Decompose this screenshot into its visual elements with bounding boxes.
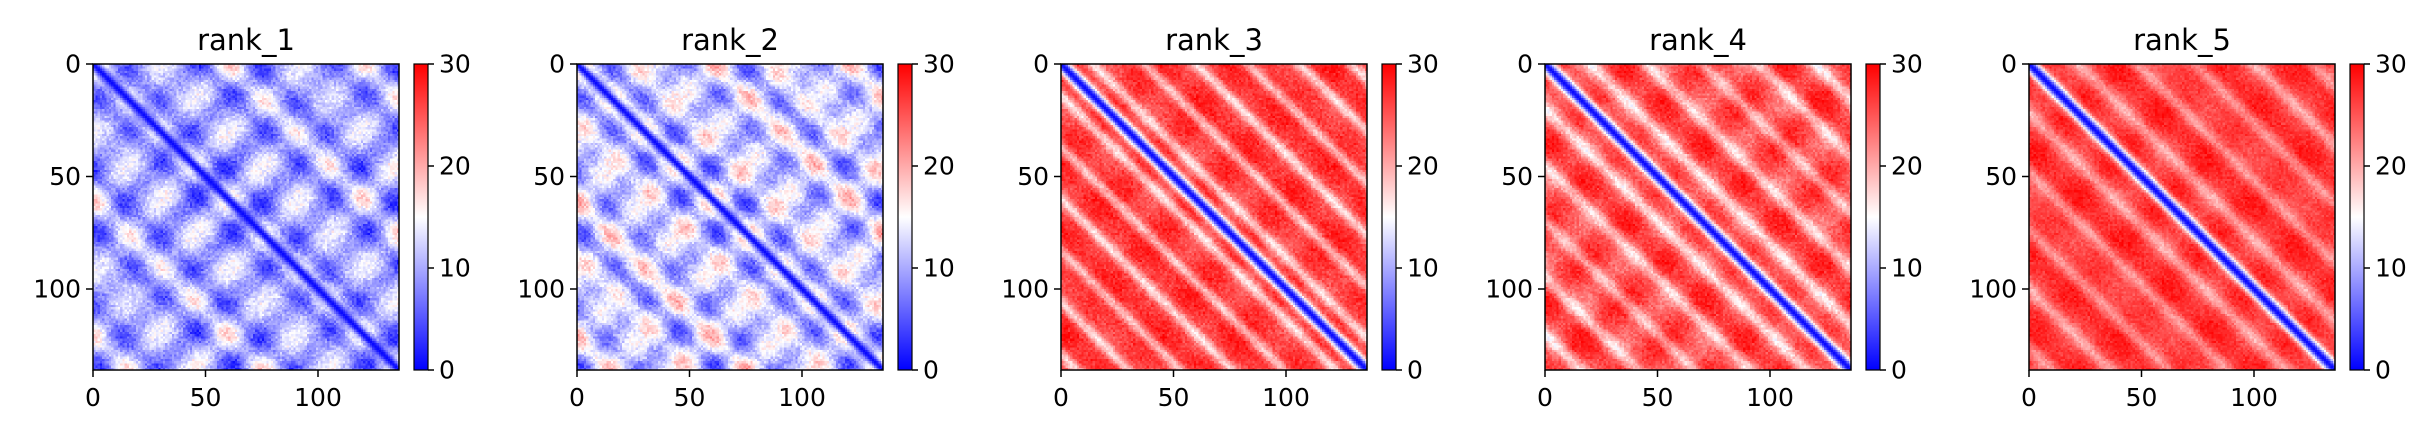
y-tick-label: 100: [517, 275, 565, 304]
x-tick-label: 0: [569, 383, 585, 412]
heatmap-image: [1545, 64, 1851, 370]
colorbar: [413, 63, 429, 371]
plot-frame: [1060, 63, 1368, 371]
x-tick-label: 50: [674, 383, 706, 412]
x-tick-label: 50: [1158, 383, 1190, 412]
panel-title: rank_1: [197, 23, 295, 57]
y-tick-label: 0: [2001, 50, 2017, 79]
panel-title: rank_5: [2133, 23, 2231, 57]
x-tick-label: 0: [85, 383, 101, 412]
plot-frame: [576, 63, 884, 371]
x-tick-label: 50: [2126, 383, 2158, 412]
colorbar-tick-label: 20: [1407, 152, 1439, 181]
x-tick-label: 100: [2230, 383, 2278, 412]
colorbar-tick-label: 30: [2375, 50, 2407, 79]
colorbar-tick-label: 0: [923, 356, 939, 385]
plot-frame: [92, 63, 400, 371]
x-tick-label: 0: [1053, 383, 1069, 412]
y-tick-label: 100: [1485, 275, 1533, 304]
plot-frame: [1544, 63, 1852, 371]
x-tick-label: 100: [1746, 383, 1794, 412]
heatmap-panel-4: rank_4 0 50 100 0 50 100 0 10 20 30: [1485, 23, 1923, 412]
x-tick-label: 100: [294, 383, 342, 412]
y-tick-label: 50: [533, 162, 565, 191]
panel-title: rank_2: [681, 23, 779, 57]
heatmap-image: [2029, 64, 2335, 370]
x-tick-label: 100: [1262, 383, 1310, 412]
y-tick-label: 100: [1969, 275, 2017, 304]
x-tick-label: 0: [2021, 383, 2037, 412]
colorbar-tick-label: 10: [1407, 254, 1439, 283]
colorbar-tick-label: 30: [1891, 50, 1923, 79]
heatmap-panel-2: rank_2 0 50 100 0 50 100 0 10 20 30: [517, 23, 955, 412]
heatmap-image: [577, 64, 883, 370]
y-tick-label: 0: [1517, 50, 1533, 79]
y-tick-label: 50: [1017, 162, 1049, 191]
colorbar-tick-label: 30: [439, 50, 471, 79]
colorbar-tick-label: 30: [923, 50, 955, 79]
colorbar-tick-label: 20: [923, 152, 955, 181]
panel-title: rank_3: [1165, 23, 1263, 57]
y-tick-label: 0: [65, 50, 81, 79]
x-tick-label: 50: [190, 383, 222, 412]
y-tick-label: 100: [1001, 275, 1049, 304]
colorbar-tick-label: 0: [439, 356, 455, 385]
colorbar-tick-label: 20: [439, 152, 471, 181]
colorbar: [897, 63, 913, 371]
colorbar-tick-label: 20: [2375, 152, 2407, 181]
y-tick-label: 100: [33, 275, 81, 304]
colorbar: [2349, 63, 2365, 371]
heatmap-panel-3: rank_3 0 50 100 0 50 100 0 10 20 30: [1001, 23, 1439, 412]
heatmap-image: [93, 64, 399, 370]
colorbar-tick-label: 10: [439, 254, 471, 283]
x-tick-label: 50: [1642, 383, 1674, 412]
panel-title: rank_4: [1649, 23, 1747, 57]
y-tick-label: 50: [1501, 162, 1533, 191]
heatmap-panel-5: rank_5 0 50 100 0 50 100 0 10 20 30: [1969, 23, 2407, 412]
plot-frame: [2028, 63, 2336, 371]
y-tick-label: 0: [1033, 50, 1049, 79]
y-tick-label: 0: [549, 50, 565, 79]
colorbar-tick-label: 0: [1891, 356, 1907, 385]
colorbar-tick-label: 0: [2375, 356, 2391, 385]
colorbar-tick-label: 10: [923, 254, 955, 283]
colorbar-tick-label: 10: [2375, 254, 2407, 283]
colorbar-tick-label: 10: [1891, 254, 1923, 283]
y-tick-label: 50: [49, 162, 81, 191]
x-tick-label: 100: [778, 383, 826, 412]
colorbar: [1381, 63, 1397, 371]
colorbar-tick-label: 20: [1891, 152, 1923, 181]
colorbar-tick-label: 0: [1407, 356, 1423, 385]
x-tick-label: 0: [1537, 383, 1553, 412]
heatmap-image: [1061, 64, 1367, 370]
y-tick-label: 50: [1985, 162, 2017, 191]
heatmap-panel-1: rank_1 0 50 100 0 50 100 0 10 20 30: [33, 23, 471, 412]
colorbar: [1865, 63, 1881, 371]
colorbar-tick-label: 30: [1407, 50, 1439, 79]
